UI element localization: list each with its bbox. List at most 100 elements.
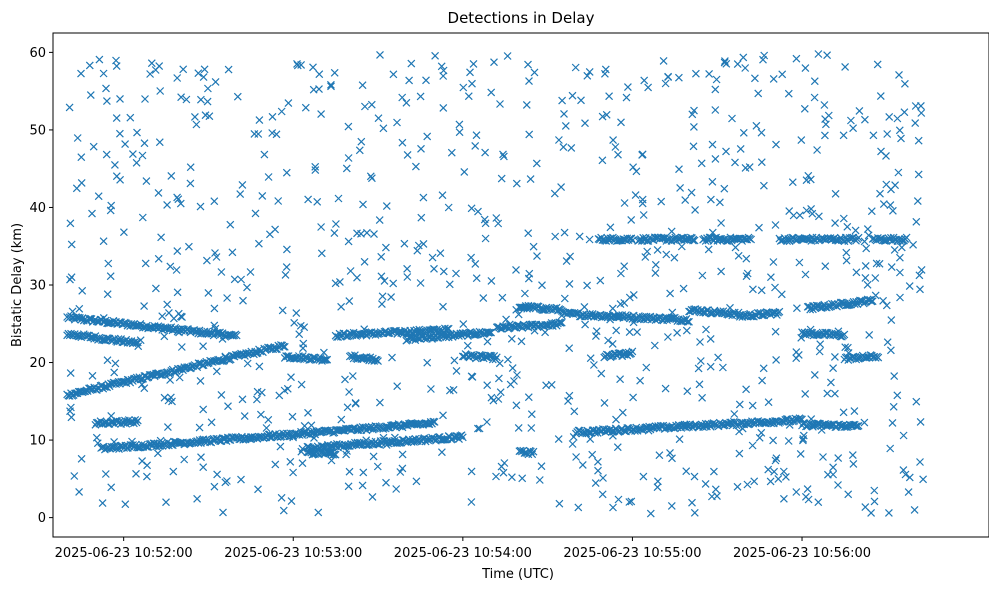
data-point	[814, 50, 823, 58]
data-point	[901, 470, 910, 479]
data-point	[78, 286, 87, 295]
data-point	[650, 341, 659, 350]
data-point	[742, 272, 751, 281]
data-point	[566, 252, 575, 261]
data-point	[796, 449, 805, 458]
data-point	[872, 259, 881, 268]
data-point	[766, 273, 775, 282]
data-point	[916, 417, 925, 426]
data-point	[771, 456, 780, 465]
data-point	[375, 216, 384, 225]
data-point	[916, 458, 924, 466]
data-point	[629, 393, 638, 402]
data-point	[120, 443, 129, 452]
data-point	[412, 477, 421, 486]
data-point	[676, 183, 685, 192]
data-point	[157, 233, 166, 242]
data-point	[766, 477, 775, 486]
data-point	[560, 109, 568, 118]
data-point	[400, 239, 409, 248]
data-point	[342, 450, 351, 459]
data-point	[850, 300, 859, 309]
data-point	[695, 380, 704, 389]
data-point	[668, 454, 676, 463]
data-point	[608, 304, 617, 313]
data-point	[736, 144, 745, 153]
data-point	[439, 103, 448, 112]
data-point	[77, 153, 86, 162]
data-point	[759, 181, 768, 190]
data-point	[850, 407, 859, 416]
data-point	[78, 314, 87, 323]
data-point	[867, 508, 876, 517]
data-point	[804, 495, 813, 504]
data-point	[431, 51, 440, 60]
data-point	[581, 320, 590, 329]
data-point	[743, 480, 752, 489]
data-point	[560, 228, 569, 237]
data-point	[708, 177, 717, 186]
data-point	[565, 344, 574, 353]
data-point	[310, 433, 318, 442]
data-point	[764, 398, 773, 407]
data-point	[375, 398, 384, 407]
data-point	[788, 178, 797, 187]
data-point	[398, 138, 407, 147]
x-axis-ticks: 2025-06-23 10:52:00 2025-06-23 10:53:00 20…	[55, 537, 871, 561]
data-point	[568, 91, 577, 100]
data-point	[657, 197, 666, 206]
data-point	[224, 402, 232, 411]
data-point	[629, 318, 638, 327]
data-point	[487, 393, 496, 402]
data-point	[438, 191, 447, 200]
data-point	[646, 509, 655, 518]
data-point	[539, 305, 548, 314]
data-point	[297, 447, 306, 456]
data-point	[852, 422, 860, 431]
y-tick-label: 50	[29, 123, 46, 138]
data-point	[564, 397, 572, 406]
data-point	[341, 375, 349, 384]
data-point	[358, 81, 367, 90]
data-point	[276, 442, 285, 451]
data-point	[230, 275, 239, 284]
x-tick-label: 2025-06-23 10:54:00	[394, 546, 532, 561]
data-point	[164, 308, 173, 317]
data-point	[359, 468, 368, 477]
data-point	[338, 426, 347, 435]
data-point	[373, 462, 382, 471]
data-point	[499, 468, 508, 477]
data-point	[705, 69, 714, 78]
data-point	[608, 431, 617, 440]
data-point	[596, 276, 605, 285]
data-point	[666, 448, 674, 457]
data-point	[203, 84, 212, 93]
data-point	[904, 488, 913, 497]
data-point	[597, 369, 606, 378]
data-point	[141, 95, 149, 103]
data-point	[527, 424, 536, 432]
data-point	[717, 267, 726, 276]
data-point	[419, 239, 428, 248]
data-point	[873, 60, 882, 69]
data-point	[651, 269, 660, 278]
data-point	[320, 356, 329, 364]
data-point	[107, 411, 116, 420]
data-point	[609, 136, 618, 145]
y-tick-label: 10	[29, 434, 46, 449]
data-point	[640, 76, 649, 85]
data-point	[179, 65, 188, 74]
data-point	[67, 273, 76, 282]
data-point	[750, 477, 759, 486]
data-point	[739, 128, 748, 137]
data-point	[870, 497, 879, 506]
data-point	[575, 232, 584, 241]
data-point	[217, 268, 226, 276]
data-point	[490, 58, 498, 67]
data-point	[207, 418, 216, 427]
data-point	[359, 355, 368, 364]
data-point	[369, 452, 378, 461]
data-point	[917, 265, 926, 274]
data-point	[268, 129, 277, 137]
data-point	[886, 346, 895, 355]
